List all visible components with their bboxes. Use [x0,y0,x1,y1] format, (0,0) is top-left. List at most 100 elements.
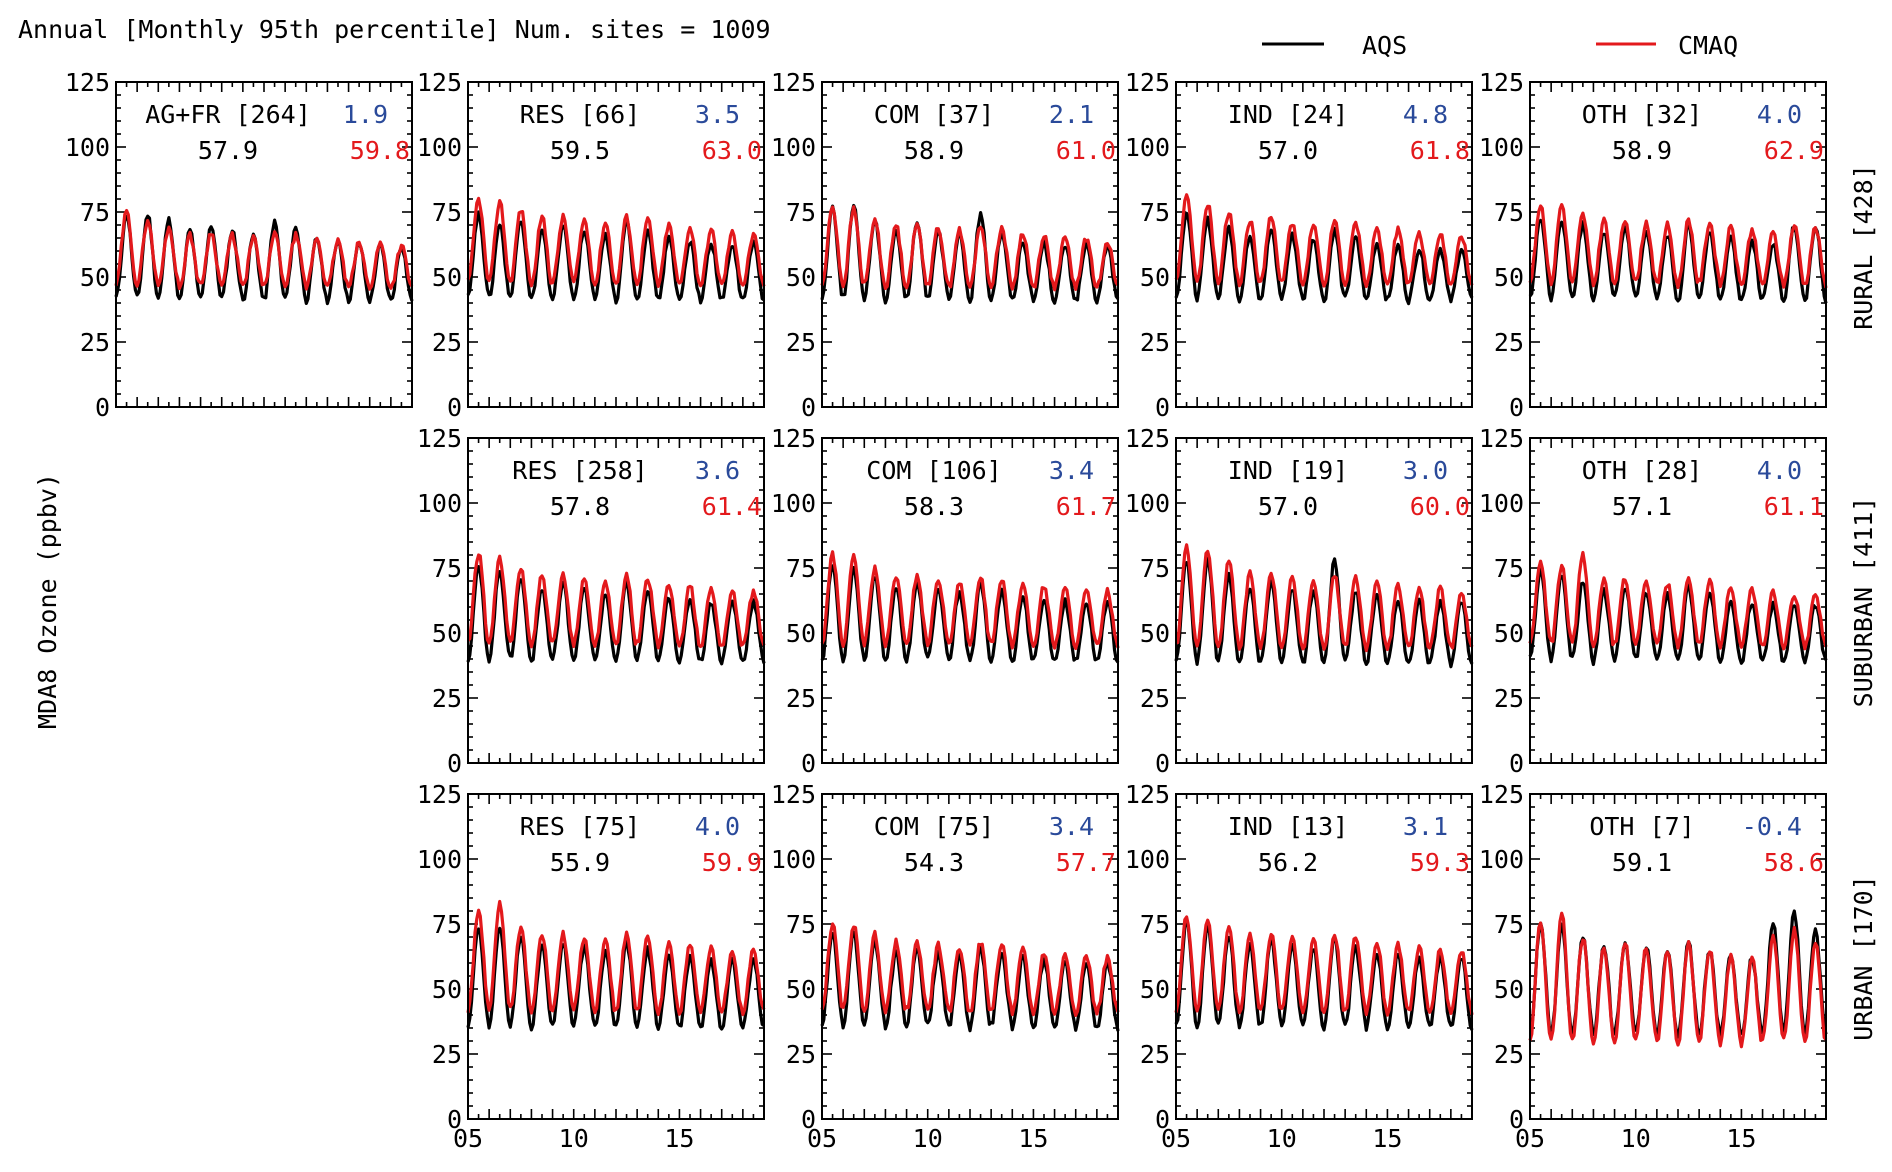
y-tick-label: 50 [432,975,462,1004]
legend: AQS CMAQ [1262,31,1738,60]
panel-obs-mean: 58.3 [904,492,964,521]
panel-mod-mean: 63.0 [702,136,762,165]
panel-category-label: OTH [7] [1589,812,1694,841]
panel-bias-value: 3.6 [695,456,740,485]
legend-cmaq-label: CMAQ [1678,31,1738,60]
y-tick-label: 25 [786,328,816,357]
y-tick-label: 100 [1125,133,1170,162]
series-cmaq-line [1528,911,1828,1049]
panel-bias-value: 4.0 [695,812,740,841]
panel-frame [821,793,1119,1120]
y-tick-label: 125 [1125,68,1170,97]
series-cmaq-line [1175,543,1474,653]
panel-bias-value: 3.4 [1049,456,1094,485]
x-tick-label: 05 [453,1124,483,1153]
x-tick-label: 10 [913,1124,943,1153]
panel-frame [467,81,765,408]
y-tick-label: 25 [1494,328,1524,357]
y-tick-label: 125 [771,68,816,97]
panel-mod-mean: 59.8 [350,136,410,165]
panel-category-label: IND [24] [1228,100,1348,129]
y-tick-label: 0 [447,1105,462,1134]
y-tick-label: 0 [447,393,462,422]
y-tick-label: 125 [1125,424,1170,453]
y-tick-label: 75 [1494,910,1524,939]
y-tick-label: 25 [1140,1040,1170,1069]
panel-10: 0 25 50 75 100 125 05 10 15 COM [75] 3.4 54.3 57.7 [771,780,1120,1153]
panel-bias-value: 4.0 [1757,456,1802,485]
panel-frame [467,437,765,764]
y-tick-label: 75 [432,910,462,939]
panel-bias-value: -0.4 [1742,812,1802,841]
y-tick-label: 0 [801,749,816,778]
y-tick-label: 75 [80,198,110,227]
y-tick-label: 100 [417,133,462,162]
y-tick-label: 50 [1140,263,1170,292]
series-aqs-line [114,214,414,306]
panel-category-label: OTH [28] [1582,456,1702,485]
panel-obs-mean: 57.0 [1258,492,1318,521]
panel-category-label: COM [75] [874,812,994,841]
panel-obs-mean: 55.9 [550,848,610,877]
panel-category-label: COM [106] [866,456,1001,485]
panel-frame [1175,437,1473,764]
panel-mod-mean: 61.8 [1410,136,1470,165]
panel-frame [1175,793,1473,1120]
panel-mod-mean: 60.0 [1410,492,1470,521]
panel-category-label: RES [66] [520,100,640,129]
panel-obs-mean: 57.0 [1258,136,1318,165]
y-tick-label: 75 [1140,910,1170,939]
y-tick-label: 100 [1479,845,1524,874]
panel-mod-mean: 61.1 [1764,492,1824,521]
y-tick-label: 50 [1494,619,1524,648]
y-tick-label: 25 [786,1040,816,1069]
y-tick-label: 0 [1155,1105,1170,1134]
y-tick-label: 100 [771,133,816,162]
y-tick-label: 50 [786,975,816,1004]
series-cmaq-line [466,196,766,288]
y-tick-label: 25 [1494,684,1524,713]
series-cmaq-line [820,205,1120,292]
panel-frame [1529,81,1827,408]
y-tick-label: 125 [771,424,816,453]
series-aqs-line [466,926,765,1032]
series-aqs-line [466,565,766,666]
series-cmaq-line [466,899,766,1017]
panel-mod-mean: 61.7 [1056,492,1116,521]
panel-frame [1529,793,1827,1120]
y-tick-label: 75 [1140,554,1170,583]
y-tick-label: 125 [65,68,110,97]
y-tick-label: 25 [1140,328,1170,357]
x-tick-label: 15 [1018,1124,1048,1153]
x-tick-label: 15 [1372,1124,1402,1153]
panel-frame [1529,437,1827,764]
series-aqs-line [1174,211,1474,306]
panel-6: 0 25 50 75 100 125 COM [106] 3.4 58.3 61.7 [771,424,1120,778]
panel-bias-value: 2.1 [1049,100,1094,129]
panel-category-label: COM [37] [874,100,994,129]
y-tick-label: 50 [786,619,816,648]
y-tick-label: 0 [1155,393,1170,422]
y-tick-label: 75 [786,198,816,227]
panel-category-label: RES [258] [512,456,647,485]
panel-9: 0 25 50 75 100 125 05 10 15 RES [75] 4.0 55.9 59.9 [417,780,766,1153]
y-tick-label: 50 [786,263,816,292]
y-tick-label: 125 [771,780,816,809]
panel-mod-mean: 59.3 [1410,848,1470,877]
panel-category-label: OTH [32] [1582,100,1702,129]
y-axis-label: MDA8 Ozone (ppbv) [33,473,62,729]
y-tick-label: 125 [417,424,462,453]
panel-12: 0 25 50 75 100 125 05 10 15 OTH [7] -0.4 59.1 58.6 [1479,780,1828,1153]
panel-mod-mean: 61.0 [1056,136,1116,165]
panel-bias-value: 1.9 [343,100,388,129]
y-tick-label: 75 [432,554,462,583]
x-tick-label: 05 [1515,1124,1545,1153]
y-tick-label: 75 [432,198,462,227]
panel-7: 0 25 50 75 100 125 IND [19] 3.0 57.0 60.0 [1125,424,1474,778]
series-cmaq-line [820,922,1120,1017]
y-tick-label: 50 [80,263,110,292]
y-tick-label: 50 [1494,975,1524,1004]
panel-frame [467,793,765,1120]
